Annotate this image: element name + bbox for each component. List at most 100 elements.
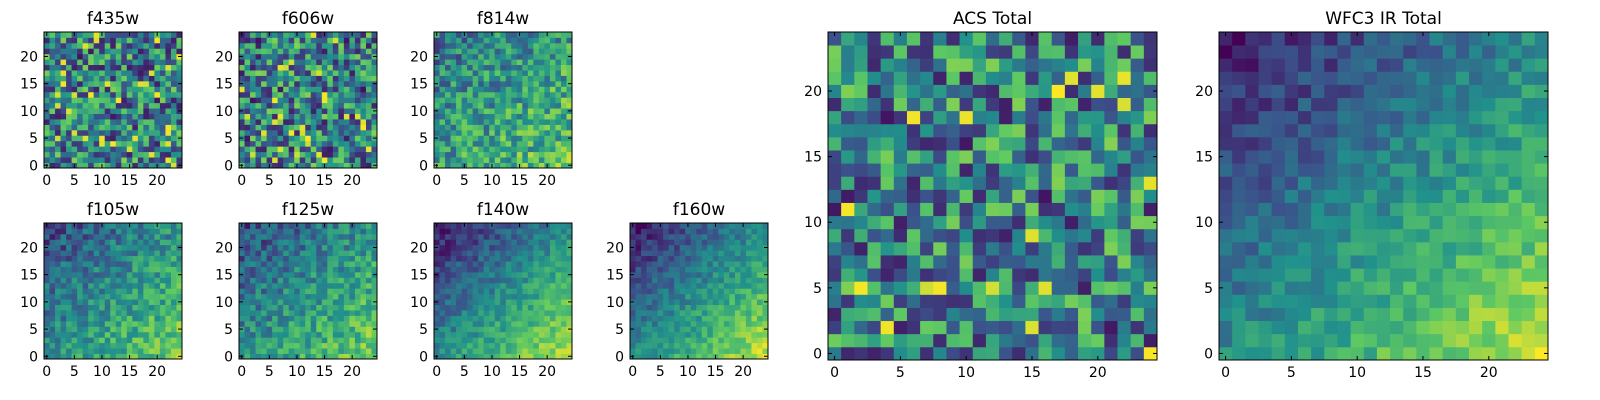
heatmap-cell (310, 282, 317, 289)
heatmap-cell (434, 157, 440, 163)
heatmap-cell (66, 53, 72, 60)
heatmap-cell (566, 86, 573, 93)
heatmap-cell (93, 304, 100, 311)
heatmap-cell (299, 140, 306, 147)
heatmap-cell (321, 119, 328, 125)
heatmap-cell (745, 304, 752, 311)
heatmap-cell (959, 215, 974, 230)
heatmap-cell (71, 326, 78, 333)
heatmap-cell (288, 244, 295, 251)
heatmap-cell (299, 37, 306, 44)
heatmap-cell (77, 261, 84, 267)
heatmap-cell (239, 97, 245, 104)
heatmap-cell (137, 129, 144, 136)
heatmap-cell (371, 124, 378, 131)
heatmap-cell (533, 64, 540, 71)
heatmap-cell (261, 348, 267, 354)
heatmap-cell (555, 86, 562, 93)
heatmap-cell (544, 244, 551, 251)
heatmap-cell (555, 326, 562, 333)
heatmap-cell (250, 157, 256, 163)
heatmap-cell (549, 140, 556, 147)
heatmap-cell (734, 266, 741, 273)
heatmap-cell (365, 348, 372, 354)
heatmap-cell (555, 239, 562, 246)
heatmap-cell (663, 304, 670, 311)
heatmap-cell (143, 37, 150, 44)
heatmap-cell (723, 337, 730, 344)
heatmap-cell (762, 288, 769, 295)
heatmap-cell (55, 255, 61, 262)
heatmap-cell (478, 288, 485, 295)
heatmap-cell (343, 288, 350, 295)
heatmap-cell (99, 282, 106, 289)
heatmap-cell (338, 37, 345, 44)
heatmap-cell (511, 32, 518, 38)
heatmap-cell (143, 304, 150, 311)
heatmap-cell (55, 37, 61, 44)
heatmap-cell (635, 244, 642, 251)
heatmap-cell (566, 42, 573, 49)
heatmap-cell (332, 223, 339, 229)
heatmap-cell (756, 348, 763, 354)
heatmap-cell (49, 255, 56, 262)
x-tick-label: 15 (511, 364, 529, 380)
heatmap-cell (44, 228, 50, 235)
heatmap-cell (327, 244, 334, 251)
heatmap-cell (349, 310, 356, 316)
heatmap-cell (288, 261, 295, 267)
heatmap-cell (555, 233, 562, 240)
heatmap-cell (159, 288, 166, 295)
heatmap-cell (1143, 333, 1158, 348)
heatmap-cell (115, 223, 122, 229)
heatmap-cell (104, 348, 111, 354)
heatmap-cell (239, 64, 245, 71)
heatmap-cell (126, 129, 133, 136)
heatmap-cell (641, 223, 647, 229)
heatmap-cell (365, 59, 372, 66)
heatmap-cell (555, 261, 562, 267)
heatmap-cell (657, 348, 664, 354)
heatmap-cell (679, 348, 686, 354)
heatmap-cell (99, 151, 106, 158)
heatmap-cell (544, 239, 551, 246)
heatmap-cell (371, 102, 378, 109)
heatmap-cell (461, 53, 468, 60)
heatmap-cell (505, 80, 512, 87)
heatmap-cell (544, 331, 551, 338)
heatmap-cell (456, 348, 462, 354)
heatmap-cell (305, 310, 312, 316)
heatmap-cell (1117, 307, 1132, 322)
heatmap-cell (104, 315, 111, 322)
heatmap-cell (522, 48, 529, 55)
heatmap-cell (533, 135, 540, 142)
heatmap-cell (946, 320, 960, 335)
heatmap-cell (288, 348, 295, 354)
heatmap-cell (338, 162, 345, 169)
heatmap-cell (272, 48, 279, 55)
heatmap-cell (126, 255, 133, 262)
heatmap-cell (652, 261, 658, 267)
heatmap-cell (294, 228, 301, 235)
heatmap-cell (533, 162, 540, 169)
heatmap-cell (250, 337, 256, 344)
heatmap-cell (483, 48, 490, 55)
heatmap-cell (77, 304, 84, 311)
heatmap-cell (701, 310, 708, 316)
heatmap-cell (450, 223, 457, 229)
heatmap-cell (1012, 333, 1026, 348)
heatmap-cell (734, 342, 741, 349)
heatmap-cell (60, 91, 67, 98)
heatmap-cell (505, 102, 512, 109)
heatmap-cell (360, 119, 367, 125)
heatmap-cell (522, 282, 529, 289)
heatmap-cell (272, 223, 279, 229)
heatmap-cell (516, 228, 523, 235)
heatmap-cell (159, 59, 166, 66)
heatmap-cell (272, 151, 279, 158)
heatmap-cell (723, 271, 730, 278)
heatmap-cell (310, 326, 317, 333)
heatmap-cell (933, 163, 947, 177)
heatmap-cell (522, 124, 529, 131)
